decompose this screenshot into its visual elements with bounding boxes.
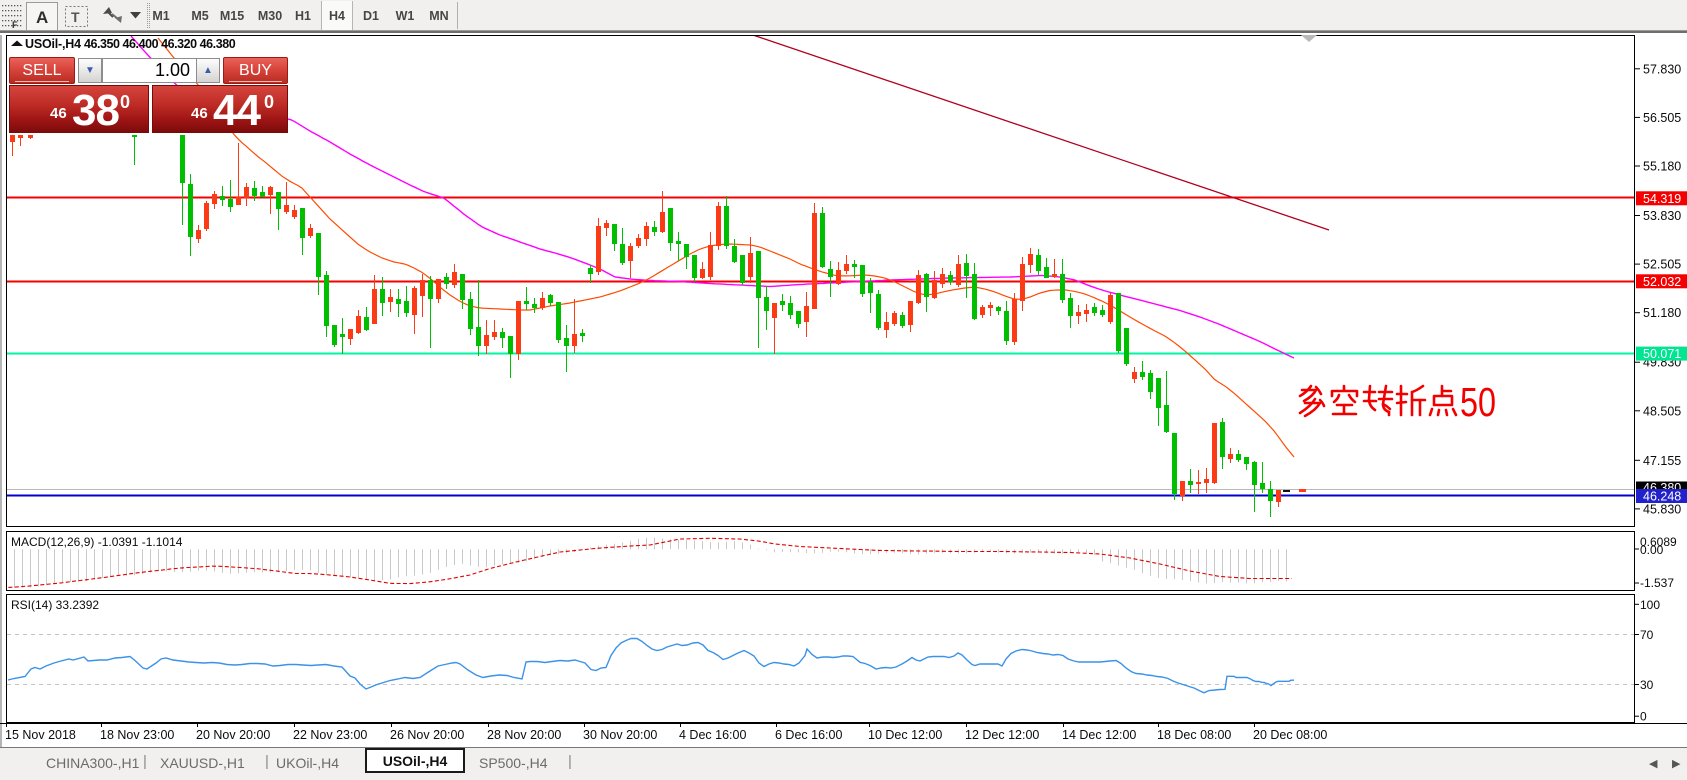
svg-text:14 Dec 12:00: 14 Dec 12:00 [1062,728,1136,742]
svg-text:6 Dec 16:00: 6 Dec 16:00 [775,728,842,742]
svg-text:26 Nov 20:00: 26 Nov 20:00 [390,728,464,742]
svg-text:30: 30 [1640,678,1654,692]
svg-text:A: A [36,8,48,27]
svg-text:0: 0 [1640,710,1647,724]
svg-text:57.830: 57.830 [1643,62,1681,76]
svg-text:18 Nov 23:00: 18 Nov 23:00 [100,728,174,742]
svg-text:F: F [12,20,18,30]
svg-text:50.071: 50.071 [1643,347,1681,361]
svg-text:18 Dec 08:00: 18 Dec 08:00 [1157,728,1231,742]
svg-text:51.180: 51.180 [1643,306,1681,320]
svg-text:22 Nov 23:00: 22 Nov 23:00 [293,728,367,742]
svg-text:53.830: 53.830 [1643,209,1681,223]
svg-text:54.319: 54.319 [1643,192,1681,206]
svg-text:20 Nov 20:00: 20 Nov 20:00 [196,728,270,742]
svg-text:56.505: 56.505 [1643,111,1681,125]
svg-text:4 Dec 16:00: 4 Dec 16:00 [679,728,746,742]
svg-text:10 Dec 12:00: 10 Dec 12:00 [868,728,942,742]
svg-text:20 Dec 08:00: 20 Dec 08:00 [1253,728,1327,742]
svg-text:46.248: 46.248 [1643,490,1681,504]
svg-text:T: T [71,9,80,25]
svg-text:15 Nov 2018: 15 Nov 2018 [5,728,76,742]
svg-text:47.155: 47.155 [1643,454,1681,468]
svg-text:0.6089: 0.6089 [1640,535,1677,549]
svg-text:46.350 46.400 46.320 46.380: 46.350 46.400 46.320 46.380 [84,37,236,51]
svg-text:12 Dec 12:00: 12 Dec 12:00 [965,728,1039,742]
svg-text:28 Nov 20:00: 28 Nov 20:00 [487,728,561,742]
svg-text:RSI(14) 33.2392: RSI(14) 33.2392 [11,598,99,612]
svg-text:MACD(12,26,9) -1.0391 -1.1014: MACD(12,26,9) -1.0391 -1.1014 [11,535,183,549]
svg-text:55.180: 55.180 [1643,160,1681,174]
svg-text:45.830: 45.830 [1643,502,1681,516]
svg-text:52.032: 52.032 [1643,275,1681,289]
svg-text:30 Nov 20:00: 30 Nov 20:00 [583,728,657,742]
svg-text:USOil-,H4: USOil-,H4 [25,37,81,51]
svg-text:0.00: 0.00 [1640,543,1664,557]
svg-text:-1.537: -1.537 [1640,576,1674,590]
svg-text:70: 70 [1640,628,1654,642]
svg-text:50: 50 [1460,379,1496,425]
svg-text:52.505: 52.505 [1643,258,1681,272]
svg-text:100: 100 [1640,598,1660,612]
svg-text:48.505: 48.505 [1643,404,1681,418]
